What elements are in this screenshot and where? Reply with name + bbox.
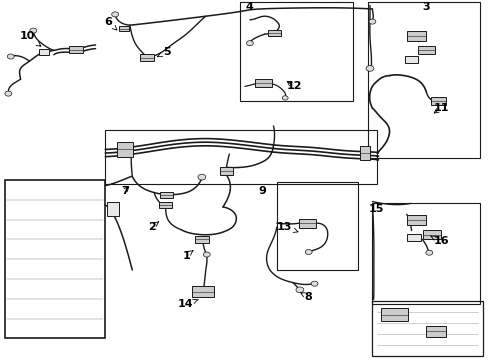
- Bar: [381, 308, 408, 321]
- Bar: [368, 2, 480, 158]
- Bar: [417, 46, 435, 54]
- Bar: [117, 142, 133, 157]
- Bar: [372, 203, 480, 304]
- Bar: [161, 192, 172, 198]
- Circle shape: [366, 66, 374, 71]
- Text: 9: 9: [258, 186, 266, 196]
- Bar: [269, 30, 281, 36]
- Text: 12: 12: [286, 81, 302, 91]
- Text: 11: 11: [433, 103, 449, 113]
- Bar: [220, 167, 233, 175]
- Bar: [255, 79, 272, 87]
- Text: 14: 14: [177, 299, 198, 309]
- Circle shape: [5, 91, 12, 96]
- Bar: [431, 97, 446, 105]
- Text: 15: 15: [368, 204, 384, 214]
- Text: 5: 5: [157, 47, 171, 57]
- Bar: [426, 326, 446, 337]
- Bar: [407, 31, 426, 40]
- Circle shape: [7, 54, 14, 59]
- Bar: [5, 180, 105, 338]
- Bar: [407, 215, 426, 225]
- Bar: [119, 26, 129, 31]
- Circle shape: [305, 249, 312, 255]
- Bar: [406, 56, 417, 63]
- Circle shape: [203, 252, 210, 257]
- Bar: [372, 301, 483, 356]
- Circle shape: [112, 12, 119, 17]
- Bar: [299, 219, 317, 228]
- Text: 1: 1: [182, 251, 193, 261]
- Bar: [277, 182, 358, 270]
- Circle shape: [311, 281, 318, 286]
- Text: 7: 7: [121, 186, 129, 196]
- Text: 6: 6: [104, 17, 117, 30]
- Circle shape: [198, 174, 206, 180]
- Bar: [39, 49, 49, 55]
- Circle shape: [296, 287, 304, 293]
- Bar: [105, 130, 377, 184]
- Bar: [140, 54, 154, 61]
- Bar: [360, 146, 370, 160]
- Bar: [195, 236, 209, 243]
- Text: 4: 4: [246, 2, 254, 12]
- Text: 16: 16: [430, 236, 449, 246]
- Bar: [240, 2, 353, 101]
- Bar: [407, 234, 421, 241]
- Circle shape: [246, 41, 253, 46]
- Circle shape: [426, 250, 433, 255]
- Text: 3: 3: [422, 2, 430, 12]
- Bar: [69, 46, 83, 53]
- Text: 13: 13: [276, 222, 298, 233]
- Text: 2: 2: [148, 222, 159, 232]
- Text: 10: 10: [19, 31, 41, 46]
- Bar: [423, 230, 441, 239]
- Circle shape: [369, 19, 376, 24]
- Bar: [106, 202, 119, 216]
- Circle shape: [30, 28, 37, 33]
- Bar: [192, 286, 214, 297]
- Circle shape: [282, 96, 288, 100]
- Bar: [160, 202, 172, 208]
- Text: 8: 8: [301, 292, 313, 302]
